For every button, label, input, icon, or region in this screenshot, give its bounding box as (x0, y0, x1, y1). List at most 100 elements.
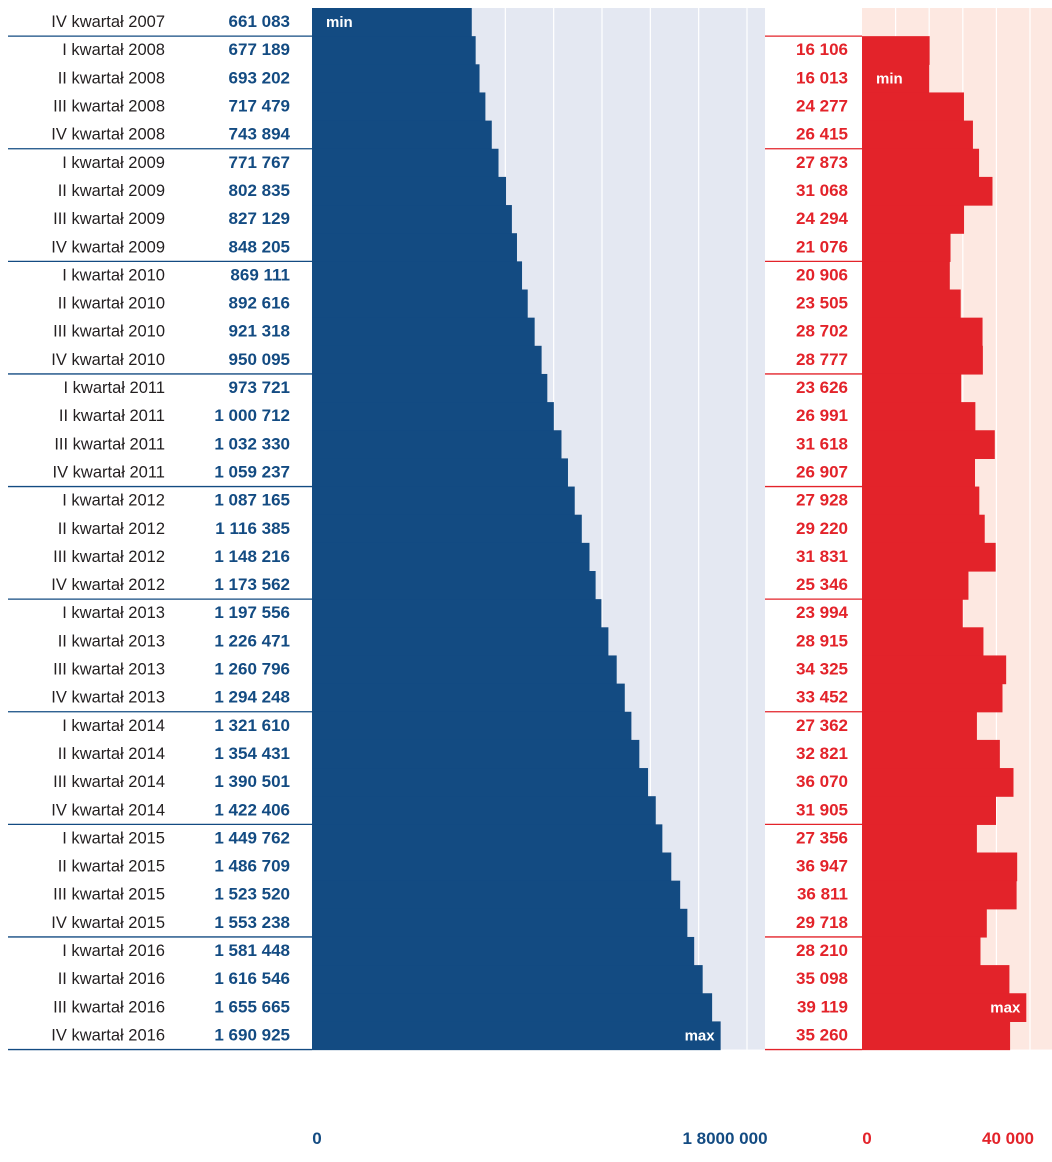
right-value-label: 20 906 (796, 265, 848, 284)
left-bar (312, 711, 632, 741)
left-value-label: 1 197 556 (214, 603, 290, 622)
category-label: III kwartał 2009 (53, 210, 165, 228)
left-bar (312, 317, 535, 347)
category-label: IV kwartał 2007 (51, 13, 165, 31)
right-bar (862, 739, 1000, 769)
right-bar (862, 92, 964, 122)
left-bar (312, 261, 523, 291)
category-label: I kwartał 2013 (62, 604, 165, 622)
right-bar (862, 852, 1018, 882)
left-max-label: max (685, 1027, 716, 1044)
right-bar (862, 683, 1003, 713)
category-label: III kwartał 2016 (53, 998, 165, 1016)
right-bar (862, 458, 976, 488)
right-value-label: 36 070 (796, 772, 848, 791)
bar-marks (312, 8, 1027, 1051)
right-bar (862, 599, 963, 628)
category-label: IV kwartał 2016 (51, 1026, 165, 1044)
right-tick-label: 0 (862, 1129, 871, 1148)
right-value-label: 39 119 (797, 997, 848, 1016)
left-bar (312, 683, 625, 713)
right-bar (862, 148, 980, 178)
left-bar (312, 768, 649, 797)
left-value-label: 677 189 (229, 40, 290, 59)
chart-labels: min 661 083 677 189 693 202 717 479 743 894 77… (51, 12, 1034, 1148)
right-bar (862, 176, 993, 206)
left-value-label: 661 083 (229, 12, 290, 31)
right-max-label: max (990, 999, 1021, 1016)
left-bar (312, 514, 582, 544)
left-bar (312, 148, 499, 178)
right-value-label: 27 362 (796, 716, 848, 735)
right-value-label: 28 702 (796, 322, 848, 341)
right-value-label: 31 618 (796, 434, 848, 453)
right-bar (862, 655, 1007, 685)
right-bar (862, 627, 984, 657)
left-value-label: 950 095 (229, 350, 290, 369)
left-bar (312, 599, 602, 628)
right-bar (862, 430, 995, 459)
left-value-label: 1 655 665 (214, 997, 290, 1016)
left-bar (312, 8, 472, 37)
left-bar (312, 627, 609, 657)
right-bar (862, 64, 930, 94)
category-label: III kwartał 2013 (53, 661, 165, 679)
left-bar (312, 1021, 721, 1051)
right-value-label: 26 415 (796, 125, 848, 144)
left-bar (312, 36, 476, 65)
right-bar (862, 233, 951, 262)
left-bar (312, 430, 562, 459)
right-value-label: 34 325 (796, 660, 848, 679)
left-bar (312, 965, 703, 994)
left-bar (312, 402, 554, 431)
right-bar (862, 402, 976, 431)
right-bar (862, 36, 930, 65)
left-value-label: 1 523 520 (214, 885, 290, 904)
left-value-label: 717 479 (229, 97, 290, 116)
left-value-label: 1 059 237 (214, 462, 290, 481)
right-bar (862, 571, 969, 600)
category-label: II kwartał 2010 (58, 295, 165, 313)
left-value-label: 1 321 610 (214, 716, 290, 735)
category-label: IV kwartał 2011 (52, 463, 165, 481)
right-value-label: 24 294 (796, 209, 849, 228)
right-min-label: min (876, 70, 903, 87)
left-bar (312, 92, 486, 122)
left-bar (312, 233, 517, 262)
category-label: II kwartał 2009 (58, 182, 165, 200)
left-value-label: 1 148 216 (214, 547, 290, 566)
left-value-label: 1 390 501 (214, 772, 290, 791)
left-value-label: 1 294 248 (214, 688, 290, 707)
right-tick-label: 40 000 (982, 1129, 1034, 1148)
right-bar (862, 514, 985, 544)
right-value-label: 36 811 (797, 885, 848, 904)
right-value-label: 35 260 (796, 1025, 848, 1044)
right-value-label: 23 994 (796, 603, 849, 622)
left-value-label: 1 087 165 (214, 491, 290, 510)
left-bar (312, 373, 548, 403)
category-label: II kwartał 2014 (58, 745, 165, 763)
right-value-label: 36 947 (796, 857, 848, 876)
category-label: I kwartał 2012 (62, 492, 165, 510)
left-bar (312, 120, 492, 150)
left-value-label: 1 354 431 (214, 744, 290, 763)
right-value-label: 29 220 (796, 519, 848, 538)
left-value-label: 693 202 (229, 68, 290, 87)
right-bar (862, 289, 961, 319)
right-bar (862, 317, 983, 347)
left-value-label: 921 318 (229, 322, 290, 341)
left-value-label: 1 486 709 (214, 857, 290, 876)
right-value-label: 35 098 (796, 969, 848, 988)
right-value-label: 16 013 (796, 68, 848, 87)
right-value-label: 26 907 (796, 462, 848, 481)
category-label: IV kwartał 2015 (51, 914, 165, 932)
category-label: II kwartał 2016 (58, 970, 165, 988)
left-value-label: 848 205 (229, 237, 290, 256)
left-bar (312, 908, 688, 938)
right-value-label: 23 505 (796, 294, 848, 313)
category-label: II kwartał 2015 (58, 858, 165, 876)
right-value-label: 27 356 (796, 828, 848, 847)
year-separators (8, 35, 862, 1051)
category-label: I kwartał 2008 (62, 41, 165, 59)
left-value-label: 1 260 796 (214, 660, 290, 679)
